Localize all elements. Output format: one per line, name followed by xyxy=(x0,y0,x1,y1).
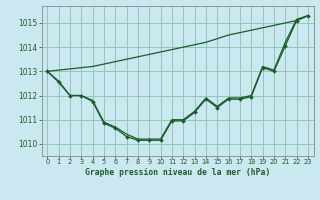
X-axis label: Graphe pression niveau de la mer (hPa): Graphe pression niveau de la mer (hPa) xyxy=(85,168,270,177)
